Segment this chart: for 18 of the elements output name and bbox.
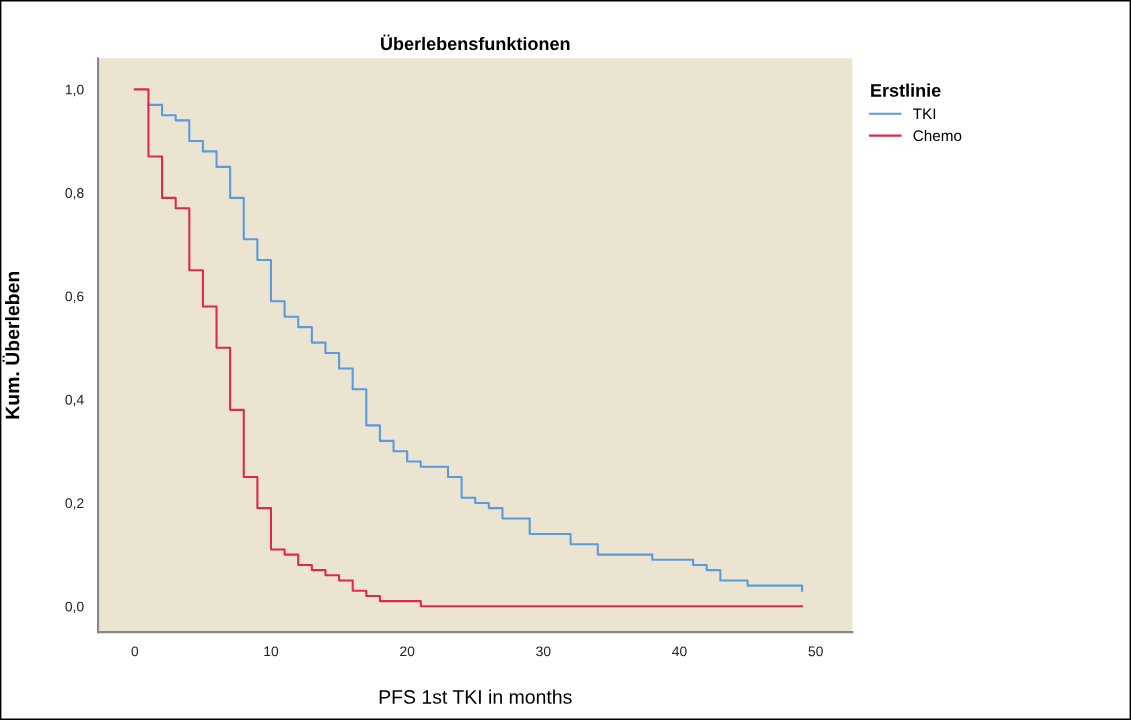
- y-tick-label: 0,4: [65, 394, 84, 407]
- chart-title: Überlebensfunktionen: [381, 34, 570, 51]
- y-tick-label: 0,6: [65, 291, 84, 303]
- y-tick-label: 0,2: [65, 498, 84, 510]
- legend-label: TKI: [913, 108, 936, 120]
- x-tick-label: 0: [131, 646, 139, 657]
- x-tick-label: 40: [672, 646, 687, 657]
- y-tick-label: 1,0: [65, 84, 84, 97]
- x-tick-label: 50: [808, 646, 823, 657]
- legend-label: Chemo: [913, 129, 962, 142]
- x-tick-label: 30: [536, 646, 551, 657]
- legend-title: Erstlinie: [871, 83, 941, 97]
- y-tick-label: 0,8: [65, 188, 84, 200]
- y-tick-label: 0,0: [65, 601, 84, 614]
- x-tick-label: 20: [400, 646, 415, 657]
- y-axis-title: Kum. Überleben: [2, 271, 20, 419]
- x-tick-label: 10: [264, 646, 279, 657]
- x-axis-title: PFS 1st TKI in months: [379, 689, 572, 704]
